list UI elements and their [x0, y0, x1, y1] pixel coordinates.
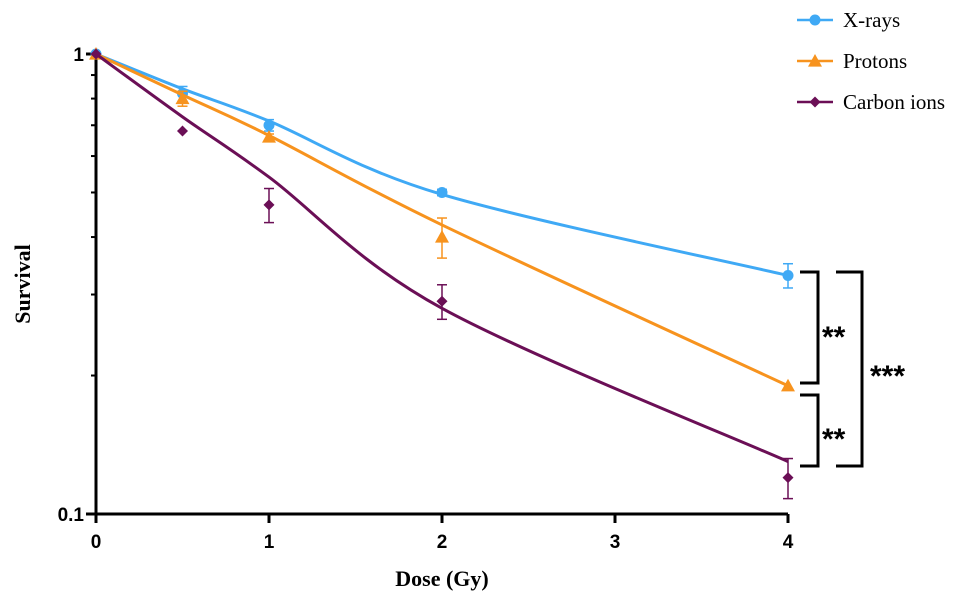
fit-line-protons: [95, 52, 789, 388]
data-point-x-rays: [436, 186, 448, 198]
series-protons: [89, 47, 795, 392]
data-point-carbon-ions: [177, 125, 188, 137]
fit-line-x-rays: [95, 52, 789, 277]
data-point-carbon-ions: [436, 295, 448, 307]
bracket-xrays-carbon: [836, 270, 864, 468]
legend-swatch-marker: [809, 14, 821, 26]
sig-label-xrays-carbon: ***: [870, 360, 905, 393]
data-point-carbon-ions: [263, 199, 275, 211]
bracket-xrays-protons: [800, 270, 820, 385]
data-point-x-rays: [782, 269, 794, 281]
legend-label: Protons: [843, 49, 907, 73]
x-tick-label: 3: [610, 532, 621, 553]
legend-item-x-rays: X-rays: [797, 8, 900, 32]
x-tick-label: 2: [437, 532, 448, 553]
legend-label: Carbon ions: [843, 90, 945, 114]
x-tick-label: 4: [783, 532, 794, 553]
legend-swatch-marker: [809, 96, 821, 108]
significance-brackets: ** ** ***: [800, 270, 905, 468]
series-carbon-ions: [90, 48, 794, 500]
data-point-carbon-ions: [90, 48, 102, 60]
axes: [94, 54, 788, 516]
data-point-protons: [435, 230, 449, 243]
y-tick-label: 1: [73, 45, 84, 66]
x-axis-title: Dose (Gy): [395, 566, 488, 591]
sig-label-protons-carbon: **: [822, 423, 846, 456]
sig-label-xrays-protons: **: [822, 321, 846, 354]
y-ticks: 10.1: [58, 45, 96, 526]
data-point-carbon-ions: [782, 472, 794, 484]
x-ticks: 0 1 2 3 4: [91, 514, 794, 553]
y-axis-title: Survival: [10, 244, 35, 323]
y-tick-label: 0.1: [58, 505, 85, 526]
data-point-protons: [262, 130, 276, 143]
bracket-protons-carbon: [800, 393, 820, 468]
legend-item-carbon-ions: Carbon ions: [797, 90, 945, 114]
legend-label: X-rays: [843, 8, 900, 32]
x-tick-label: 0: [91, 532, 102, 553]
legend: X-rays Protons Carbon ions: [797, 8, 945, 114]
legend-item-protons: Protons: [797, 49, 907, 73]
x-tick-label: 1: [264, 532, 275, 553]
legend-swatch-marker: [808, 54, 822, 67]
series-layer: [89, 47, 795, 500]
fit-line-carbon-ions: [95, 52, 789, 463]
data-point-protons: [781, 378, 795, 392]
data-point-protons: [175, 91, 190, 105]
data-point-x-rays: [263, 119, 275, 131]
